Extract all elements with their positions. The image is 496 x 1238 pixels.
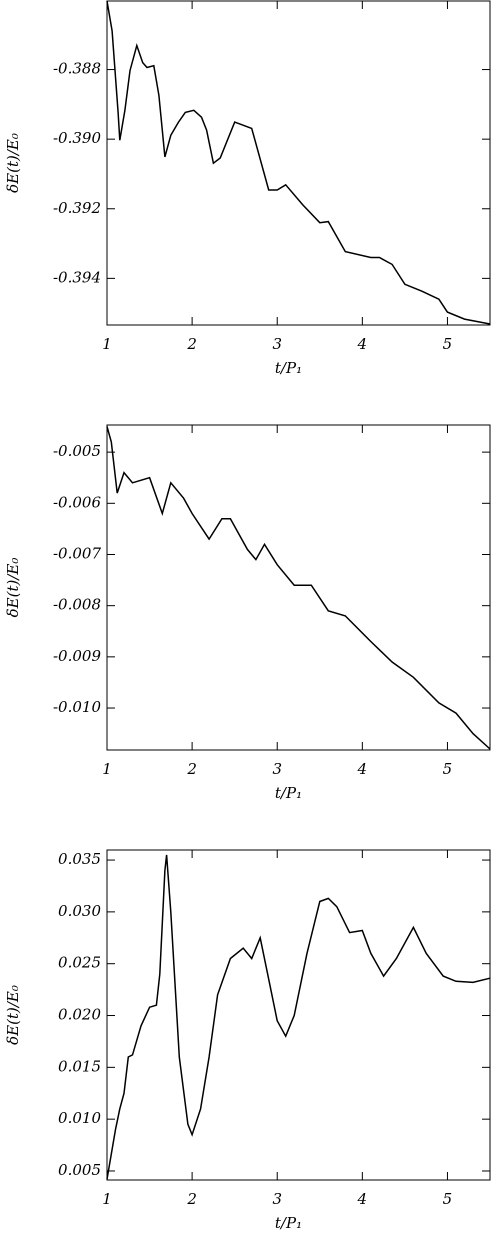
y-tick-label: -0.006 [53, 493, 101, 511]
x-tick-label: 5 [443, 1190, 453, 1208]
x-tick-label: 2 [186, 335, 197, 353]
y-tick-label: 0.005 [58, 1161, 101, 1179]
y-tick-label: -0.009 [53, 647, 101, 665]
x-axis-title: t/P₁ [275, 359, 302, 377]
x-axis-title: t/P₁ [275, 1214, 302, 1232]
y-axis-title: δE(t)/E₀ [4, 133, 22, 193]
y-tick-label: -0.392 [53, 199, 101, 217]
x-tick-label: 1 [102, 1190, 112, 1208]
y-tick-label: -0.005 [53, 442, 101, 460]
y-tick-label: -0.390 [53, 129, 101, 147]
x-tick-label: 1 [102, 760, 112, 778]
line [106, 854, 491, 1180]
y-tick-label: -0.007 [53, 544, 101, 562]
y-tick-label: -0.010 [53, 698, 101, 716]
plot-frame [106, 849, 491, 1181]
y-tick-label: 0.020 [58, 1006, 101, 1024]
y-tick-label: -0.008 [53, 596, 101, 614]
x-tick-label: 5 [443, 335, 453, 353]
x-tick-label: 3 [272, 760, 282, 778]
y-tick-label: 0.035 [58, 850, 101, 868]
x-tick-label: 5 [443, 760, 453, 778]
y-tick-label: 0.030 [58, 902, 101, 920]
x-tick-label: 3 [272, 335, 282, 353]
x-tick-label: 2 [186, 1190, 197, 1208]
x-tick-label: 4 [357, 335, 368, 353]
y-tick-label: 0.010 [58, 1109, 101, 1127]
plot-frame [106, 424, 491, 751]
plot-frame [106, 0, 491, 326]
y-tick-label: -0.388 [53, 60, 101, 78]
x-tick-label: 3 [272, 1190, 282, 1208]
y-axis-title: δE(t)/E₀ [4, 985, 22, 1045]
y-tick-label: 0.015 [58, 1057, 101, 1075]
line [106, 0, 491, 325]
x-axis-title: t/P₁ [275, 784, 302, 802]
y-tick-label: 0.025 [58, 954, 101, 972]
x-tick-label: 4 [357, 1190, 368, 1208]
y-tick-label: -0.394 [53, 268, 101, 286]
y-axis-title: δE(t)/E₀ [4, 558, 22, 618]
line [106, 426, 491, 750]
x-tick-label: 2 [186, 760, 197, 778]
x-tick-label: 1 [102, 335, 112, 353]
x-tick-label: 4 [357, 760, 368, 778]
